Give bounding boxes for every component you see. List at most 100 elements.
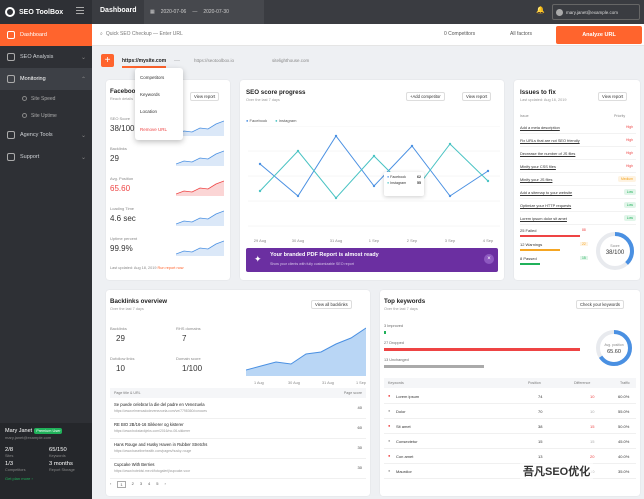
keyword-position: 38 bbox=[538, 424, 543, 429]
page-number[interactable]: 4 bbox=[148, 481, 151, 486]
sidebar-item-dashboard[interactable]: Dashboard bbox=[0, 24, 92, 46]
chevron-down-icon: ⌄ bbox=[80, 154, 86, 161]
table-row[interactable]: Cupcake With Berries https://www.hoteldsl… bbox=[110, 460, 366, 479]
issue-row[interactable]: Optimize your HTTP requests Low bbox=[520, 200, 636, 212]
keyword-row[interactable]: ● Sit amet 38 15 50.0% bbox=[384, 420, 636, 434]
sidebar-item-monitoring[interactable]: Monitoring ⌃ bbox=[0, 68, 92, 90]
quick-check-input[interactable]: ⌕ Quick SEO Checkup — Enter URL bbox=[100, 31, 183, 37]
tools-icon bbox=[7, 131, 15, 139]
tab-sitelighthouse[interactable]: sitelighthouse.com bbox=[272, 58, 310, 63]
summary-bar bbox=[520, 235, 580, 237]
tab-seotoolbox[interactable]: https://seotoolbox.io bbox=[194, 58, 235, 63]
issue-row[interactable]: Minify your CSS files High bbox=[520, 161, 636, 173]
bell-icon[interactable]: 🔔 bbox=[536, 7, 545, 14]
keyword-traffic: 60.0% bbox=[618, 394, 630, 399]
keyword-name: Sit amet bbox=[396, 424, 411, 429]
facebook-metric: Loading Time 4.6 sec bbox=[110, 204, 226, 232]
legend-label: Facebook bbox=[249, 118, 268, 123]
data-point bbox=[486, 179, 490, 183]
data-point bbox=[296, 149, 300, 153]
view-all-backlinks-button[interactable]: View all backlinks bbox=[311, 300, 352, 309]
factors-select[interactable]: All factors bbox=[510, 31, 532, 37]
quick-check-placeholder: Quick SEO Checkup — Enter URL bbox=[105, 31, 183, 37]
sidebar-subitem-label: Site Uptime bbox=[31, 112, 57, 119]
close-icon[interactable]: × bbox=[484, 254, 494, 264]
issue-row[interactable]: Lorem ipsum dolor sit amet Low bbox=[520, 213, 636, 225]
stat-value: 3 months bbox=[49, 461, 73, 467]
sidebar-item-support[interactable]: Support ⌄ bbox=[0, 146, 92, 168]
stat-value: 1/3 bbox=[5, 461, 14, 467]
chevron-down-icon: ⌄ bbox=[80, 54, 86, 61]
user-menu[interactable]: mary.janet@example.com bbox=[552, 4, 640, 20]
analyze-url-button[interactable]: Analyze URL bbox=[556, 26, 642, 44]
sidebar-item-seo-analysis[interactable]: SEO Analysis ⌄ bbox=[0, 46, 92, 68]
view-report-button[interactable]: View report bbox=[190, 92, 220, 101]
chevron-right-icon[interactable]: › bbox=[164, 481, 166, 486]
menu-item-keywords[interactable]: Keywords bbox=[140, 92, 160, 97]
view-report-button[interactable]: View report bbox=[598, 92, 628, 101]
metric-value: 29 bbox=[110, 154, 119, 163]
keyword-difference: 10 bbox=[590, 394, 595, 399]
keyword-row[interactable]: ●Maurdior101035.0% bbox=[384, 465, 636, 479]
data-point bbox=[372, 154, 376, 158]
table-row[interactable]: Hans Rouge and Husky Haven in Rubber Str… bbox=[110, 440, 366, 459]
issue-row[interactable]: Minify your JS files Medium bbox=[520, 174, 636, 186]
priority-badge: Low bbox=[623, 189, 636, 195]
page-number[interactable]: 3 bbox=[139, 481, 143, 486]
priority-badge: High bbox=[626, 151, 633, 155]
card-subtitle: Over the last 7 days bbox=[110, 307, 144, 311]
menu-item-location[interactable]: Location bbox=[140, 109, 158, 114]
backlink-metric-value: 7 bbox=[182, 334, 187, 343]
sidebar-subitem-site-speed[interactable]: Site Speed bbox=[0, 90, 92, 107]
chevron-up-icon: ⌃ bbox=[80, 76, 86, 83]
card-title: Top keywords bbox=[384, 298, 426, 305]
menu-item-competitors[interactable]: Competitors bbox=[140, 75, 165, 80]
backlink-metric-label: Domain score bbox=[176, 356, 201, 361]
x-tick-label: 4 Sep bbox=[483, 238, 494, 243]
keyword-position: 70 bbox=[538, 409, 543, 414]
add-site-button[interactable]: + bbox=[101, 54, 114, 67]
seo-score-chart: 29 Aug 30 Aug 31 Aug 1 Sep 2 Sep 3 Sep 4 Sep bbox=[248, 126, 500, 243]
series-line-instagram bbox=[259, 143, 489, 199]
sidebar-item-agency-tools[interactable]: Agency Tools ⌄ bbox=[0, 124, 92, 146]
issue-row[interactable]: Add a sitemap to your website Low bbox=[520, 187, 636, 199]
upgrade-link[interactable]: Get plan more › bbox=[5, 476, 33, 481]
pdf-promo-banner[interactable]: ✦ Your branded PDF Report is almost read… bbox=[246, 248, 498, 272]
avatar bbox=[556, 8, 563, 16]
sparkline-area bbox=[176, 121, 224, 136]
sidebar-subitem-site-uptime[interactable]: Site Uptime bbox=[0, 107, 92, 124]
more-icon[interactable]: ··· bbox=[174, 58, 180, 64]
date-range-picker[interactable]: ▦ 2020-07-06 — 2020-07-30 bbox=[144, 0, 264, 24]
table-row[interactable]: Se puede celebrar la die del padre en Ve… bbox=[110, 400, 366, 419]
sparkline-area bbox=[176, 151, 224, 166]
add-competitor-button[interactable]: + Add competitor bbox=[406, 92, 445, 101]
keyword-row[interactable]: ● Dolor 70 10 55.0% bbox=[384, 405, 636, 419]
table-row[interactable]: RE BIO 2B/16-16 Sikkerer og kisterer http… bbox=[110, 420, 366, 439]
keyword-row[interactable]: ● Consectetur 15 15 45.0% bbox=[384, 435, 636, 449]
chevron-left-icon[interactable]: ‹ bbox=[110, 481, 112, 486]
view-report-button[interactable]: View report bbox=[462, 92, 492, 101]
unchanged-bar bbox=[384, 365, 484, 368]
menu-item-remove-url[interactable]: Remove URL bbox=[140, 127, 168, 132]
page-number[interactable]: 1 bbox=[117, 481, 126, 488]
keyword-row[interactable]: ● Con amet 13 20 40.0% bbox=[384, 450, 636, 464]
run-report-link[interactable]: Run report now bbox=[157, 266, 184, 270]
col-difference: Difference bbox=[574, 381, 591, 385]
card-subtitle: Over the last 7 days bbox=[384, 307, 418, 311]
competitors-select[interactable]: 0 Competitors bbox=[444, 31, 476, 37]
issue-row[interactable]: Decrease the number of JS files High bbox=[520, 148, 636, 160]
seo-score-card: SEO score progress Over the last 7 days … bbox=[240, 80, 504, 280]
issue-text: Optimize your HTTP requests bbox=[520, 203, 572, 208]
menu-icon[interactable] bbox=[76, 7, 84, 14]
issue-row[interactable]: Add a meta description High bbox=[520, 122, 636, 134]
site-dropdown-menu: Competitors Keywords Location Remove URL bbox=[135, 68, 183, 140]
keyword-row[interactable]: ● Lorem ipsum 74 10 60.0% bbox=[384, 390, 636, 404]
page-number[interactable]: 5 bbox=[156, 481, 159, 486]
issue-row[interactable]: Fix URLs that are not SEO friendly High bbox=[520, 135, 636, 147]
tab-mysite[interactable]: https://mysite.com bbox=[122, 58, 167, 68]
keyword-traffic: 55.0% bbox=[618, 409, 630, 414]
check-keywords-button[interactable]: Check your keywords bbox=[576, 300, 625, 309]
keyword-name: Maurdior bbox=[396, 469, 412, 474]
backlinks-card: Backlinks overview Over the last 7 days … bbox=[106, 290, 370, 496]
page-number[interactable]: 2 bbox=[131, 481, 134, 486]
